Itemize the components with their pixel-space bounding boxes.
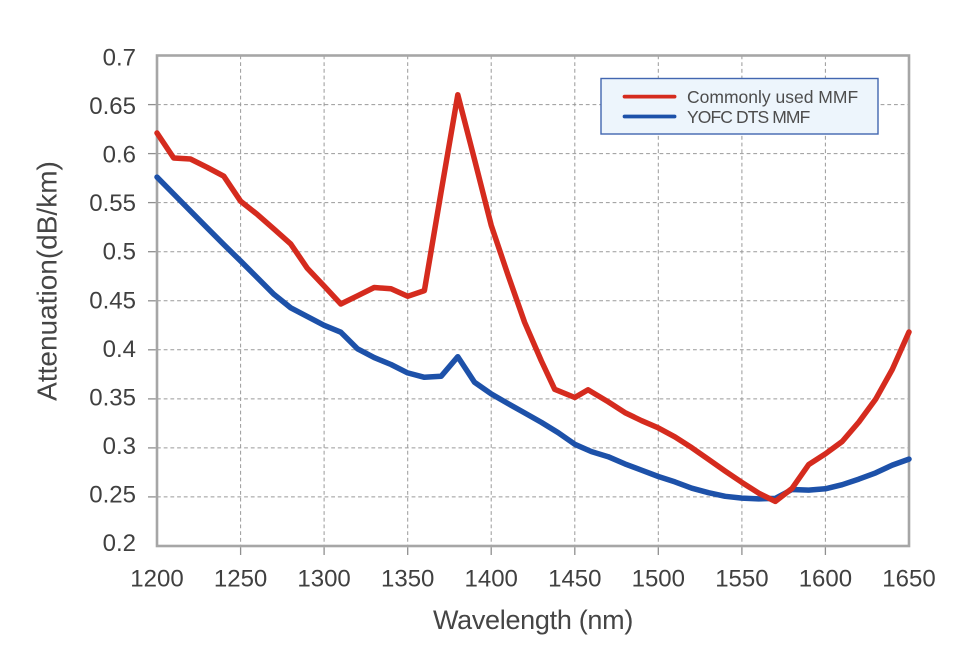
svg-text:0.65: 0.65 <box>89 93 136 120</box>
svg-text:Commonly used MMF: Commonly used MMF <box>687 87 858 107</box>
svg-text:0.3: 0.3 <box>103 433 136 460</box>
svg-text:0.45: 0.45 <box>89 287 136 314</box>
svg-text:0.55: 0.55 <box>89 190 136 217</box>
svg-text:Attenuation(dB/km): Attenuation(dB/km) <box>32 161 63 401</box>
svg-text:1500: 1500 <box>632 566 685 593</box>
svg-text:1400: 1400 <box>465 566 518 593</box>
svg-text:0.2: 0.2 <box>103 530 136 557</box>
svg-text:1550: 1550 <box>715 566 768 593</box>
svg-text:0.25: 0.25 <box>89 482 136 509</box>
svg-text:0.5: 0.5 <box>103 239 136 266</box>
svg-text:Wavelength (nm): Wavelength (nm) <box>433 605 633 635</box>
svg-text:1250: 1250 <box>214 566 267 593</box>
svg-text:1350: 1350 <box>381 566 434 593</box>
svg-text:0.7: 0.7 <box>103 44 136 71</box>
svg-text:0.4: 0.4 <box>103 336 136 363</box>
svg-text:1650: 1650 <box>882 566 935 593</box>
svg-text:0.35: 0.35 <box>89 385 136 412</box>
svg-text:1300: 1300 <box>297 566 350 593</box>
svg-text:0.6: 0.6 <box>103 142 136 169</box>
svg-text:1200: 1200 <box>130 566 183 593</box>
svg-text:1600: 1600 <box>799 566 852 593</box>
svg-text:1450: 1450 <box>548 566 601 593</box>
svg-text:YOFC DTS MMF: YOFC DTS MMF <box>687 107 810 127</box>
